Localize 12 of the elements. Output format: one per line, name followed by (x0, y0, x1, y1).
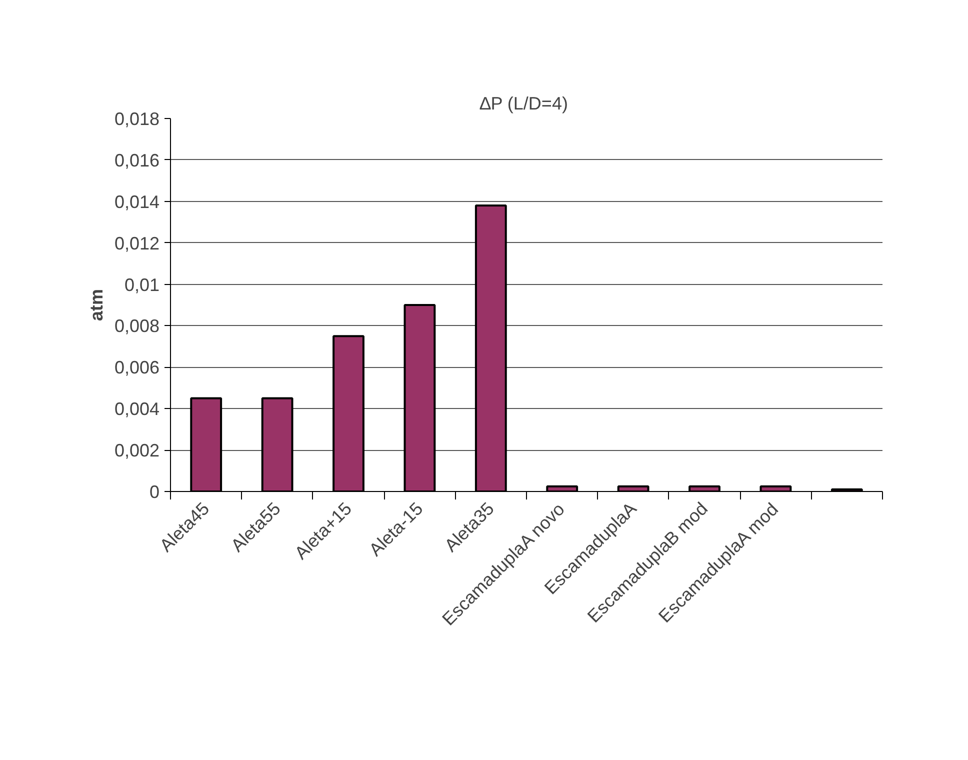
y-tick-label: 0,002 (114, 440, 160, 461)
y-tick-label: 0,018 (114, 109, 160, 129)
chart-title: ∆P (L/D=4) (480, 94, 568, 114)
y-tick-label: 0,006 (114, 358, 160, 378)
y-axis-title: atm (86, 288, 106, 322)
y-tick-label: 0 (149, 482, 160, 502)
y-tick-label: 0,01 (124, 274, 160, 295)
y-tick-label: 0,014 (114, 192, 160, 212)
y-tick-label: 0,012 (114, 233, 160, 254)
y-tick-label: 0,004 (114, 399, 160, 420)
y-tick-label: 0,008 (114, 316, 160, 336)
y-tick-label: 0,016 (114, 150, 160, 170)
